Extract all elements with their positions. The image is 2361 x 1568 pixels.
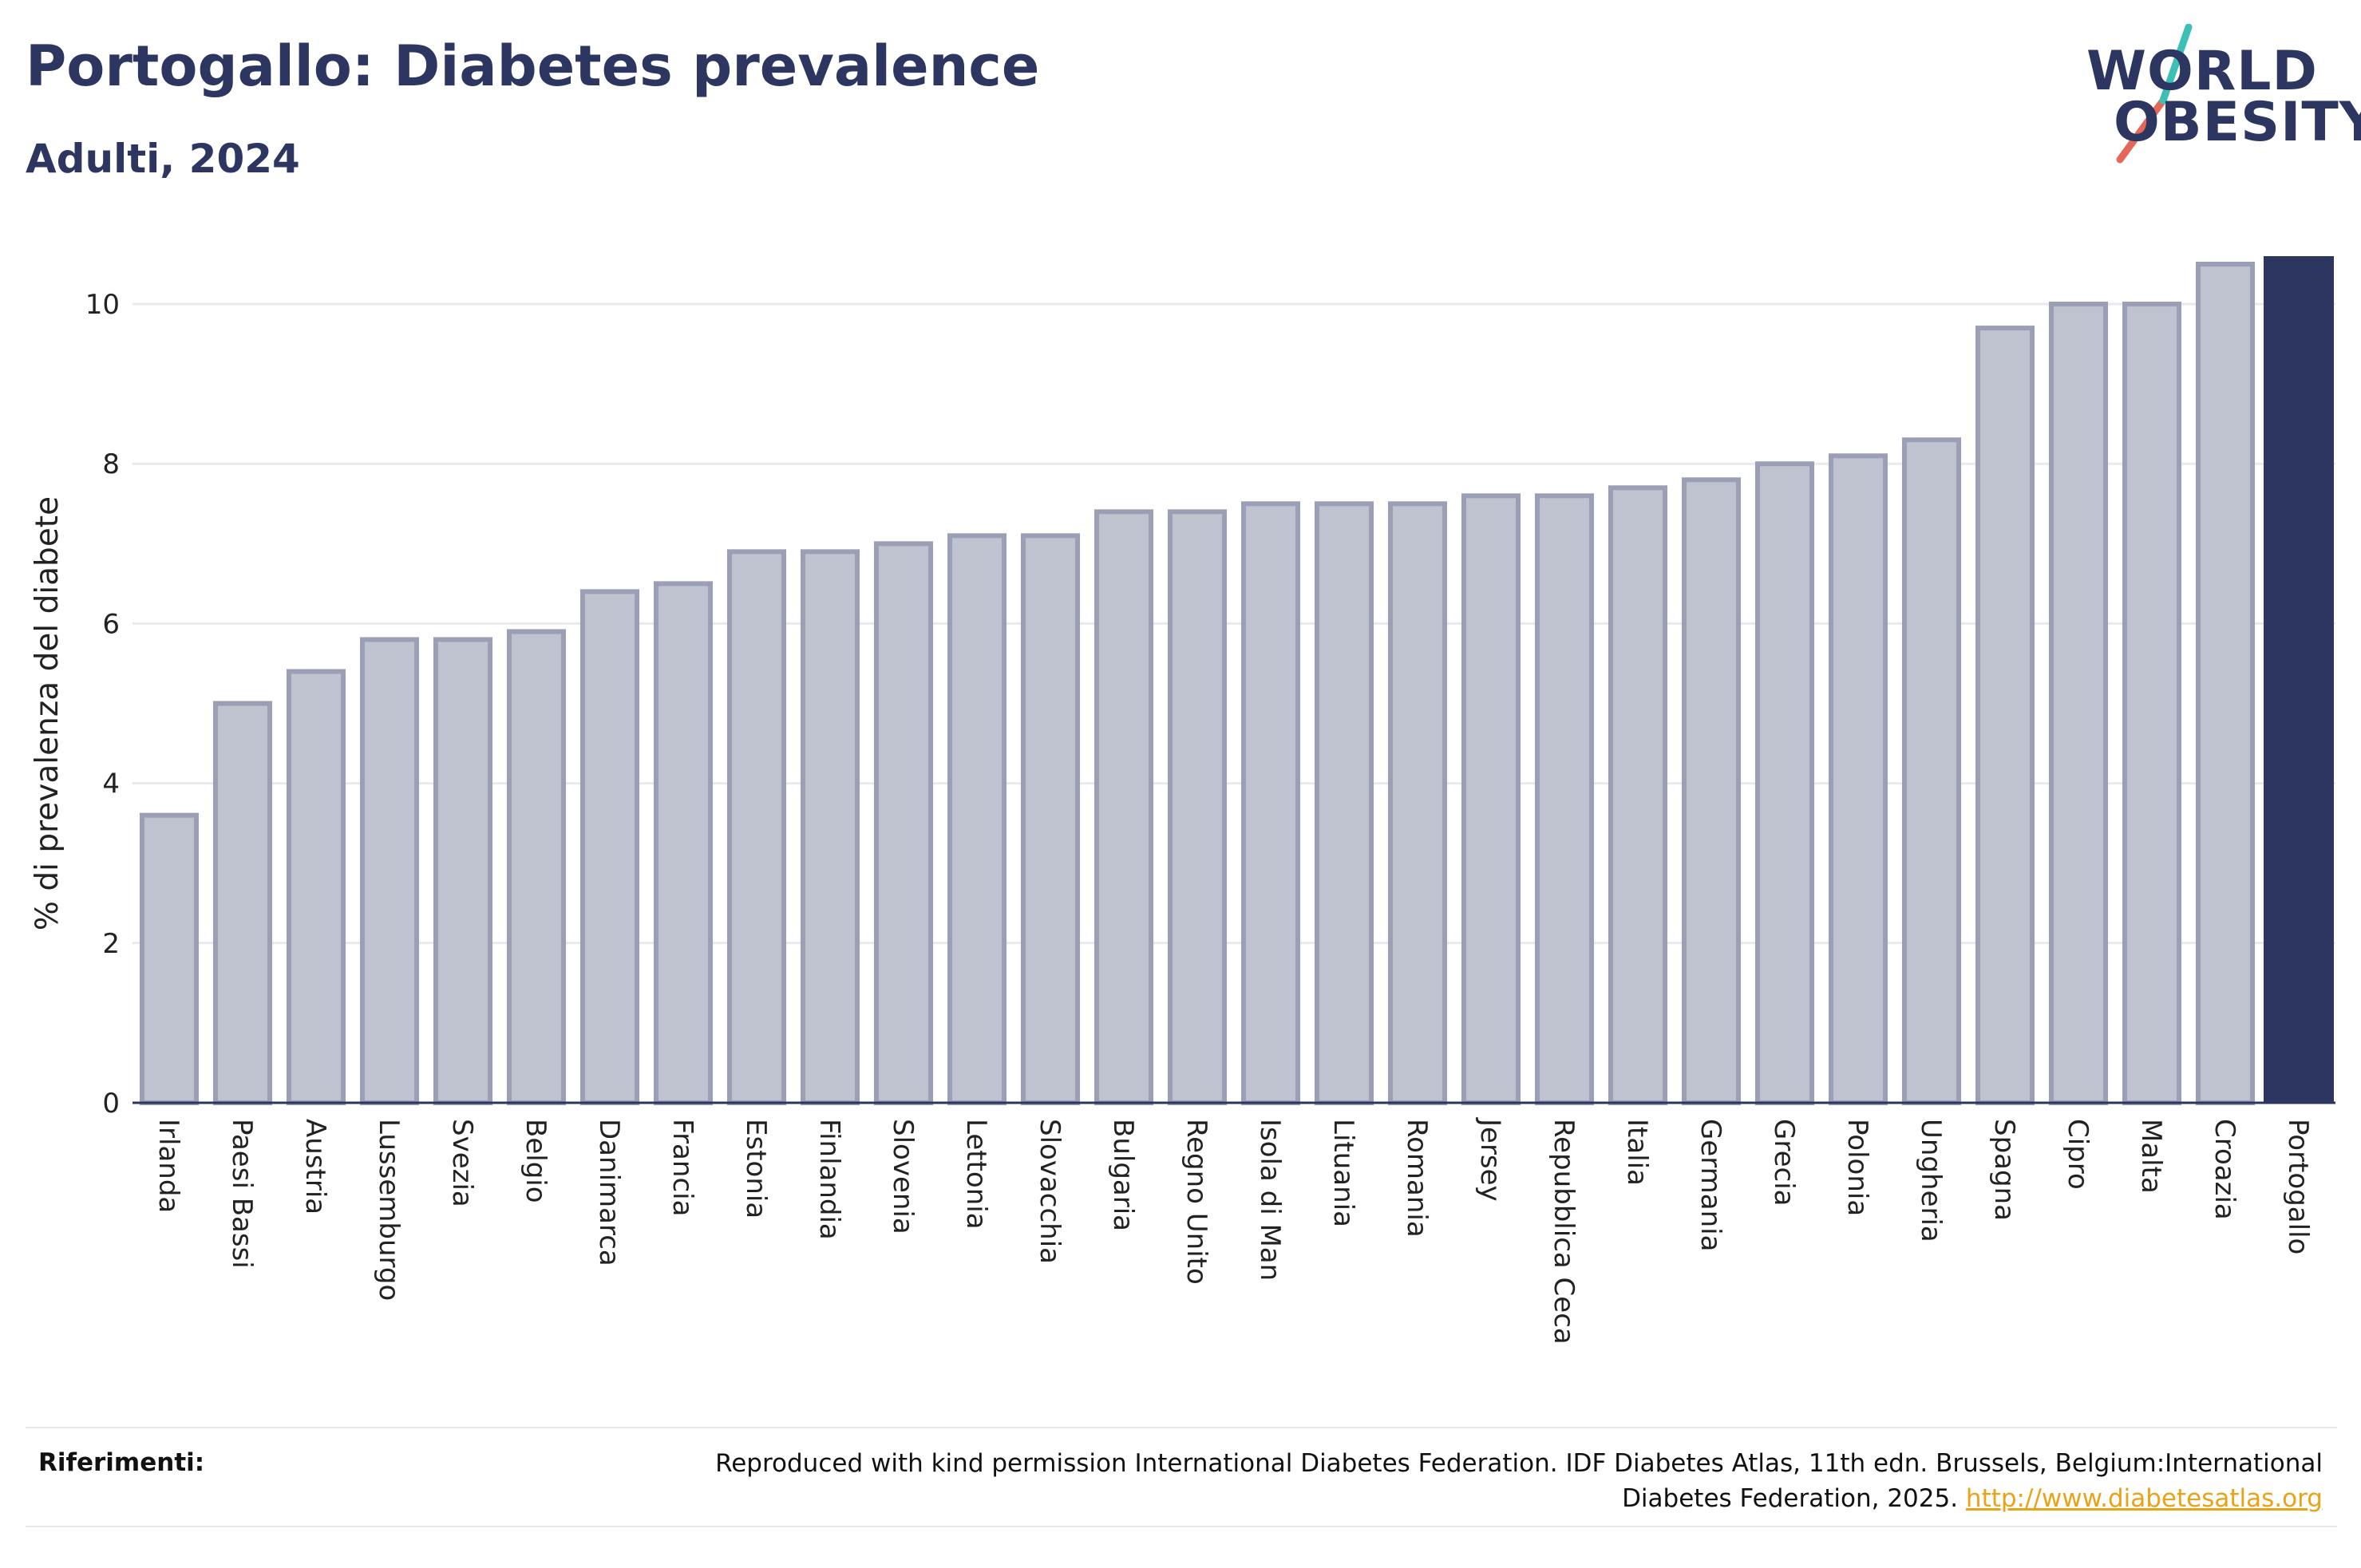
x-tick-label: Austria (299, 1119, 331, 1215)
x-tick-label: Jersey (1474, 1117, 1506, 1202)
x-tick-label: Malta (2135, 1119, 2167, 1194)
x-tick-label: Paesi Bassi (226, 1119, 258, 1269)
bar (1975, 326, 2035, 1105)
bar (800, 549, 860, 1105)
x-tick-label: Grecia (1768, 1119, 1800, 1206)
y-tick-label: 6 (102, 608, 120, 640)
y-tick-label: 4 (102, 768, 120, 800)
logo-line-2: OBESITY (2114, 91, 2361, 154)
bar (1681, 477, 1742, 1105)
references-label: Riferimenti: (38, 1448, 205, 1477)
bar (1754, 461, 1815, 1105)
bar (1901, 437, 1962, 1105)
references-body: Reproduced with kind permission Internat… (647, 1446, 2323, 1516)
x-tick-label: Francia (666, 1119, 698, 1216)
references-text: Reproduced with kind permission Internat… (715, 1449, 2323, 1513)
y-tick-label: 0 (102, 1088, 120, 1120)
y-tick-label: 2 (102, 928, 120, 960)
x-tick-label: Romania (1401, 1119, 1433, 1238)
bar (1240, 501, 1301, 1105)
x-tick-label: Finlandia (813, 1119, 845, 1240)
x-tick-label: Slovacchia (1034, 1119, 1066, 1264)
bar (579, 589, 640, 1105)
x-tick-label: Italia (1621, 1119, 1653, 1186)
chart-subtitle: Adulti, 2024 (26, 136, 300, 182)
bar (947, 533, 1007, 1105)
y-tick-label: 10 (85, 289, 120, 321)
x-tick-label: Bulgaria (1107, 1119, 1139, 1231)
y-tick-label: 8 (102, 448, 120, 480)
bar (1093, 509, 1154, 1105)
logo-line-1: WORLD (2086, 40, 2318, 103)
bar (139, 812, 200, 1105)
references-top-divider (26, 1427, 2337, 1428)
bar (1534, 493, 1595, 1105)
x-tick-label: Repubblica Ceca (1548, 1119, 1580, 1345)
x-tick-label: Estonia (740, 1119, 772, 1218)
x-tick-label: Slovenia (887, 1119, 919, 1234)
x-tick-label: Polonia (1841, 1119, 1873, 1216)
x-tick-label: Cipro (2062, 1119, 2094, 1190)
bar (1828, 453, 1888, 1105)
x-tick-label: Croazia (2209, 1119, 2240, 1220)
x-tick-label: Belgio (520, 1119, 552, 1203)
references-link[interactable]: http://www.diabetesatlas.org (1965, 1484, 2323, 1513)
x-tick-label: Regno Unito (1180, 1119, 1212, 1285)
x-tick-label: Isola di Man (1254, 1119, 1286, 1281)
bar (2264, 255, 2334, 1104)
bar (359, 637, 420, 1105)
bar (433, 637, 493, 1105)
bar-chart: 0 2 4 6 8 10 % di prevalenza del diabete Irland… (30, 255, 2335, 1345)
x-tick-label: Svezia (446, 1119, 478, 1207)
bar (2195, 262, 2256, 1105)
y-axis-title: % di prevalenza del diabete (30, 496, 65, 930)
x-tick-label: Ungheria (1915, 1119, 1947, 1242)
references-bottom-divider (26, 1526, 2337, 1527)
x-tick-label: Lussemburgo (373, 1119, 405, 1301)
logo-slash-icon (2116, 24, 2193, 164)
x-tick-label: Irlanda (152, 1119, 184, 1213)
world-obesity-logo: WORLD OBESITY (2075, 24, 2361, 168)
x-tick-label: Lettonia (960, 1119, 992, 1230)
bar (506, 629, 567, 1105)
bar (1461, 493, 1521, 1105)
bar (873, 541, 934, 1105)
bar (1314, 501, 1374, 1105)
chart-title: Portogallo: Diabetes prevalence (26, 34, 1040, 99)
bar (653, 581, 714, 1105)
bar (2048, 302, 2109, 1105)
x-tick-label: Spagna (1988, 1119, 2020, 1221)
bar (1387, 501, 1448, 1105)
x-tick-label: Germania (1695, 1119, 1726, 1251)
x-tick-label: Danimarca (593, 1119, 625, 1266)
bar (1020, 533, 1081, 1105)
bar (212, 701, 273, 1105)
bar (2122, 302, 2182, 1105)
bar (726, 549, 787, 1105)
x-tick-label: Lituania (1327, 1119, 1359, 1227)
bar (1167, 509, 1228, 1105)
x-tick-label: Portogallo (2282, 1119, 2314, 1254)
bar (1608, 485, 1668, 1105)
bar (286, 669, 346, 1105)
